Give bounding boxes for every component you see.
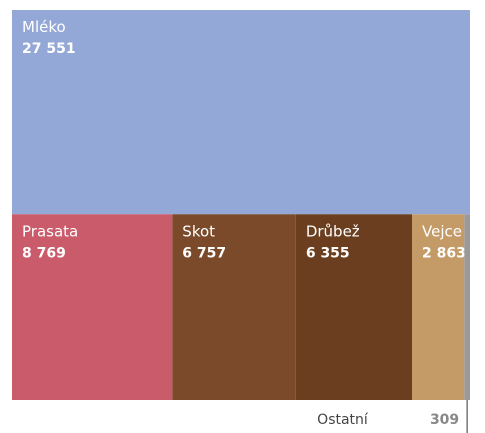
tile-label: Skot xyxy=(182,222,215,240)
chart: Mléko 27 551 Prasata 8 769 Skot 6 757 Drůbež 6 … xyxy=(0,0,485,433)
tile-value: 27 551 xyxy=(22,41,76,57)
tile-label: Ostatní xyxy=(317,412,369,428)
treemap-tile xyxy=(172,214,296,400)
tile-value: 309 xyxy=(430,412,459,428)
treemap-tile xyxy=(464,214,470,400)
treemap-tile xyxy=(12,10,470,214)
tile-label: Prasata xyxy=(22,222,78,240)
treemap-tile xyxy=(12,214,172,400)
tile-value: 6 355 xyxy=(306,245,350,261)
tile-value: 6 757 xyxy=(182,245,226,261)
treemap-tile xyxy=(296,214,412,400)
tile-label: Vejce xyxy=(422,222,462,240)
tile-label: Mléko xyxy=(22,18,66,36)
tile-label: Drůbež xyxy=(306,222,360,240)
treemap-tile xyxy=(412,214,464,400)
tile-value: 8 769 xyxy=(22,245,66,261)
tile-value: 2 863 xyxy=(422,245,466,261)
